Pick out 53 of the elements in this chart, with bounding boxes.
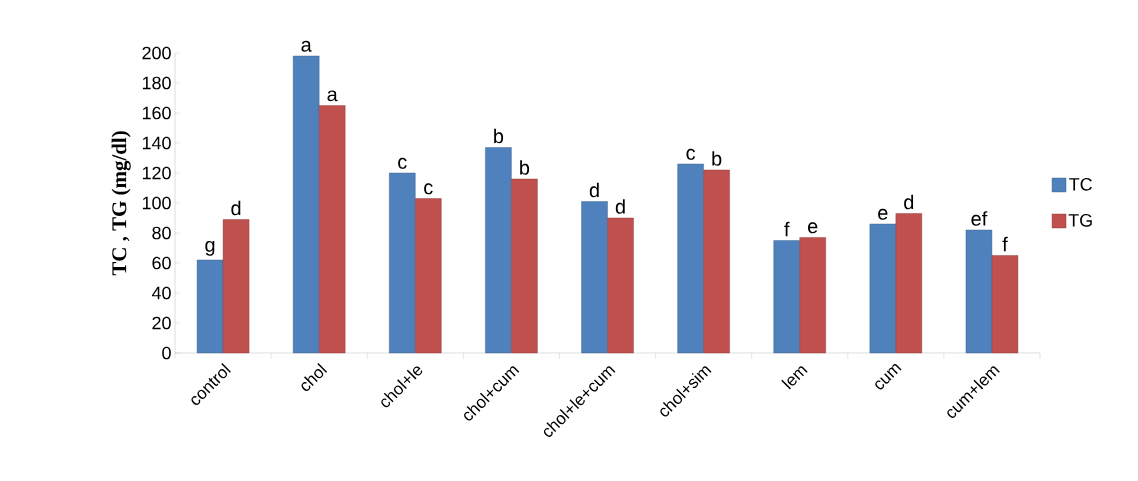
data-label: c: [686, 148, 696, 160]
y-tick-label: 80: [152, 226, 171, 240]
bar: [511, 178, 538, 354]
y-tick-label: 0: [162, 346, 171, 360]
bar: [895, 213, 923, 354]
data-label: f: [784, 221, 790, 237]
data-label: d: [231, 200, 241, 216]
data-label: f: [1002, 236, 1008, 252]
data-label: g: [205, 240, 215, 256]
bar: [318, 105, 346, 354]
data-label: d: [589, 182, 599, 198]
bar: [773, 240, 800, 354]
y-tick-label: 140: [142, 136, 171, 150]
y-tick-label: 40: [151, 286, 171, 300]
data-label: a: [327, 90, 338, 102]
y-tick-label: 60: [152, 256, 171, 270]
x-tick-label: lem: [781, 366, 808, 390]
bar: [799, 237, 826, 354]
data-label: b: [712, 151, 722, 166]
bar: [292, 55, 320, 354]
y-tick-label: 180: [142, 76, 171, 90]
y-tick-label: 120: [142, 166, 171, 180]
bar: [485, 147, 512, 354]
legend-label: TG: [1068, 213, 1092, 227]
bar: [196, 259, 224, 354]
data-label: b: [520, 160, 530, 175]
bar: [965, 229, 993, 354]
bar: [222, 219, 250, 354]
data-label: b: [494, 128, 504, 144]
bar: [581, 201, 608, 354]
bar: [415, 198, 442, 354]
data-label: d: [615, 199, 625, 214]
bar: [869, 223, 897, 354]
bar: [389, 172, 416, 354]
data-label: e: [878, 208, 888, 220]
data-label: c: [398, 157, 407, 169]
data-label: d: [904, 194, 914, 210]
data-label: ef: [971, 211, 988, 226]
legend-label: TC: [1069, 177, 1092, 191]
data-label: a: [301, 40, 312, 52]
y-tick-label: 200: [142, 46, 171, 60]
bar: [607, 217, 634, 354]
y-axis-title: TC , TG (mg/dl): [111, 131, 131, 276]
x-tick-label: cum: [875, 363, 902, 390]
data-label: c: [424, 183, 433, 195]
x-tick-label: chol: [301, 363, 328, 391]
data-label: e: [808, 222, 818, 234]
bar: [677, 163, 704, 354]
y-tick-label: 100: [142, 196, 171, 210]
bar: [703, 169, 730, 354]
y-tick-label: 20: [152, 316, 171, 330]
y-tick-label: 160: [142, 106, 171, 120]
bar: [991, 255, 1019, 354]
